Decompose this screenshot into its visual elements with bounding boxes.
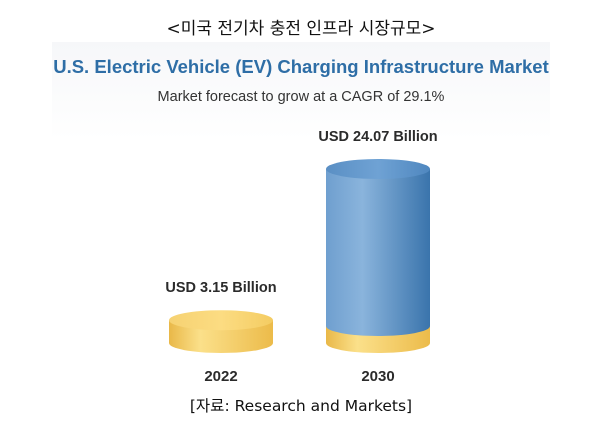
category-label-2022: 2022 xyxy=(204,368,237,385)
value-label-2030: USD 24.07 Billion xyxy=(318,129,437,145)
bar-2030-top xyxy=(326,159,430,179)
value-label-2022: USD 3.15 Billion xyxy=(165,280,276,296)
category-label-2030: 2030 xyxy=(361,368,394,385)
chart-subtitle: Market forecast to grow at a CAGR of 29.… xyxy=(157,89,445,105)
bar-2022 xyxy=(169,310,273,353)
figure-caption-top: <미국 전기차 충전 인프라 시장규모> xyxy=(166,19,436,39)
chart-title: U.S. Electric Vehicle (EV) Charging Infr… xyxy=(53,56,549,77)
chart-panel xyxy=(52,42,550,390)
chart-bars xyxy=(169,159,430,353)
bar-2030 xyxy=(326,159,430,353)
bar-2030-body xyxy=(326,169,430,336)
bar-2022-cylinder-top xyxy=(169,310,273,331)
chart-labels: USD 3.15 Billion 2022 USD 24.07 Billion 203… xyxy=(165,129,437,385)
figure-caption-bottom: [자료: Research and Markets] xyxy=(189,397,413,415)
